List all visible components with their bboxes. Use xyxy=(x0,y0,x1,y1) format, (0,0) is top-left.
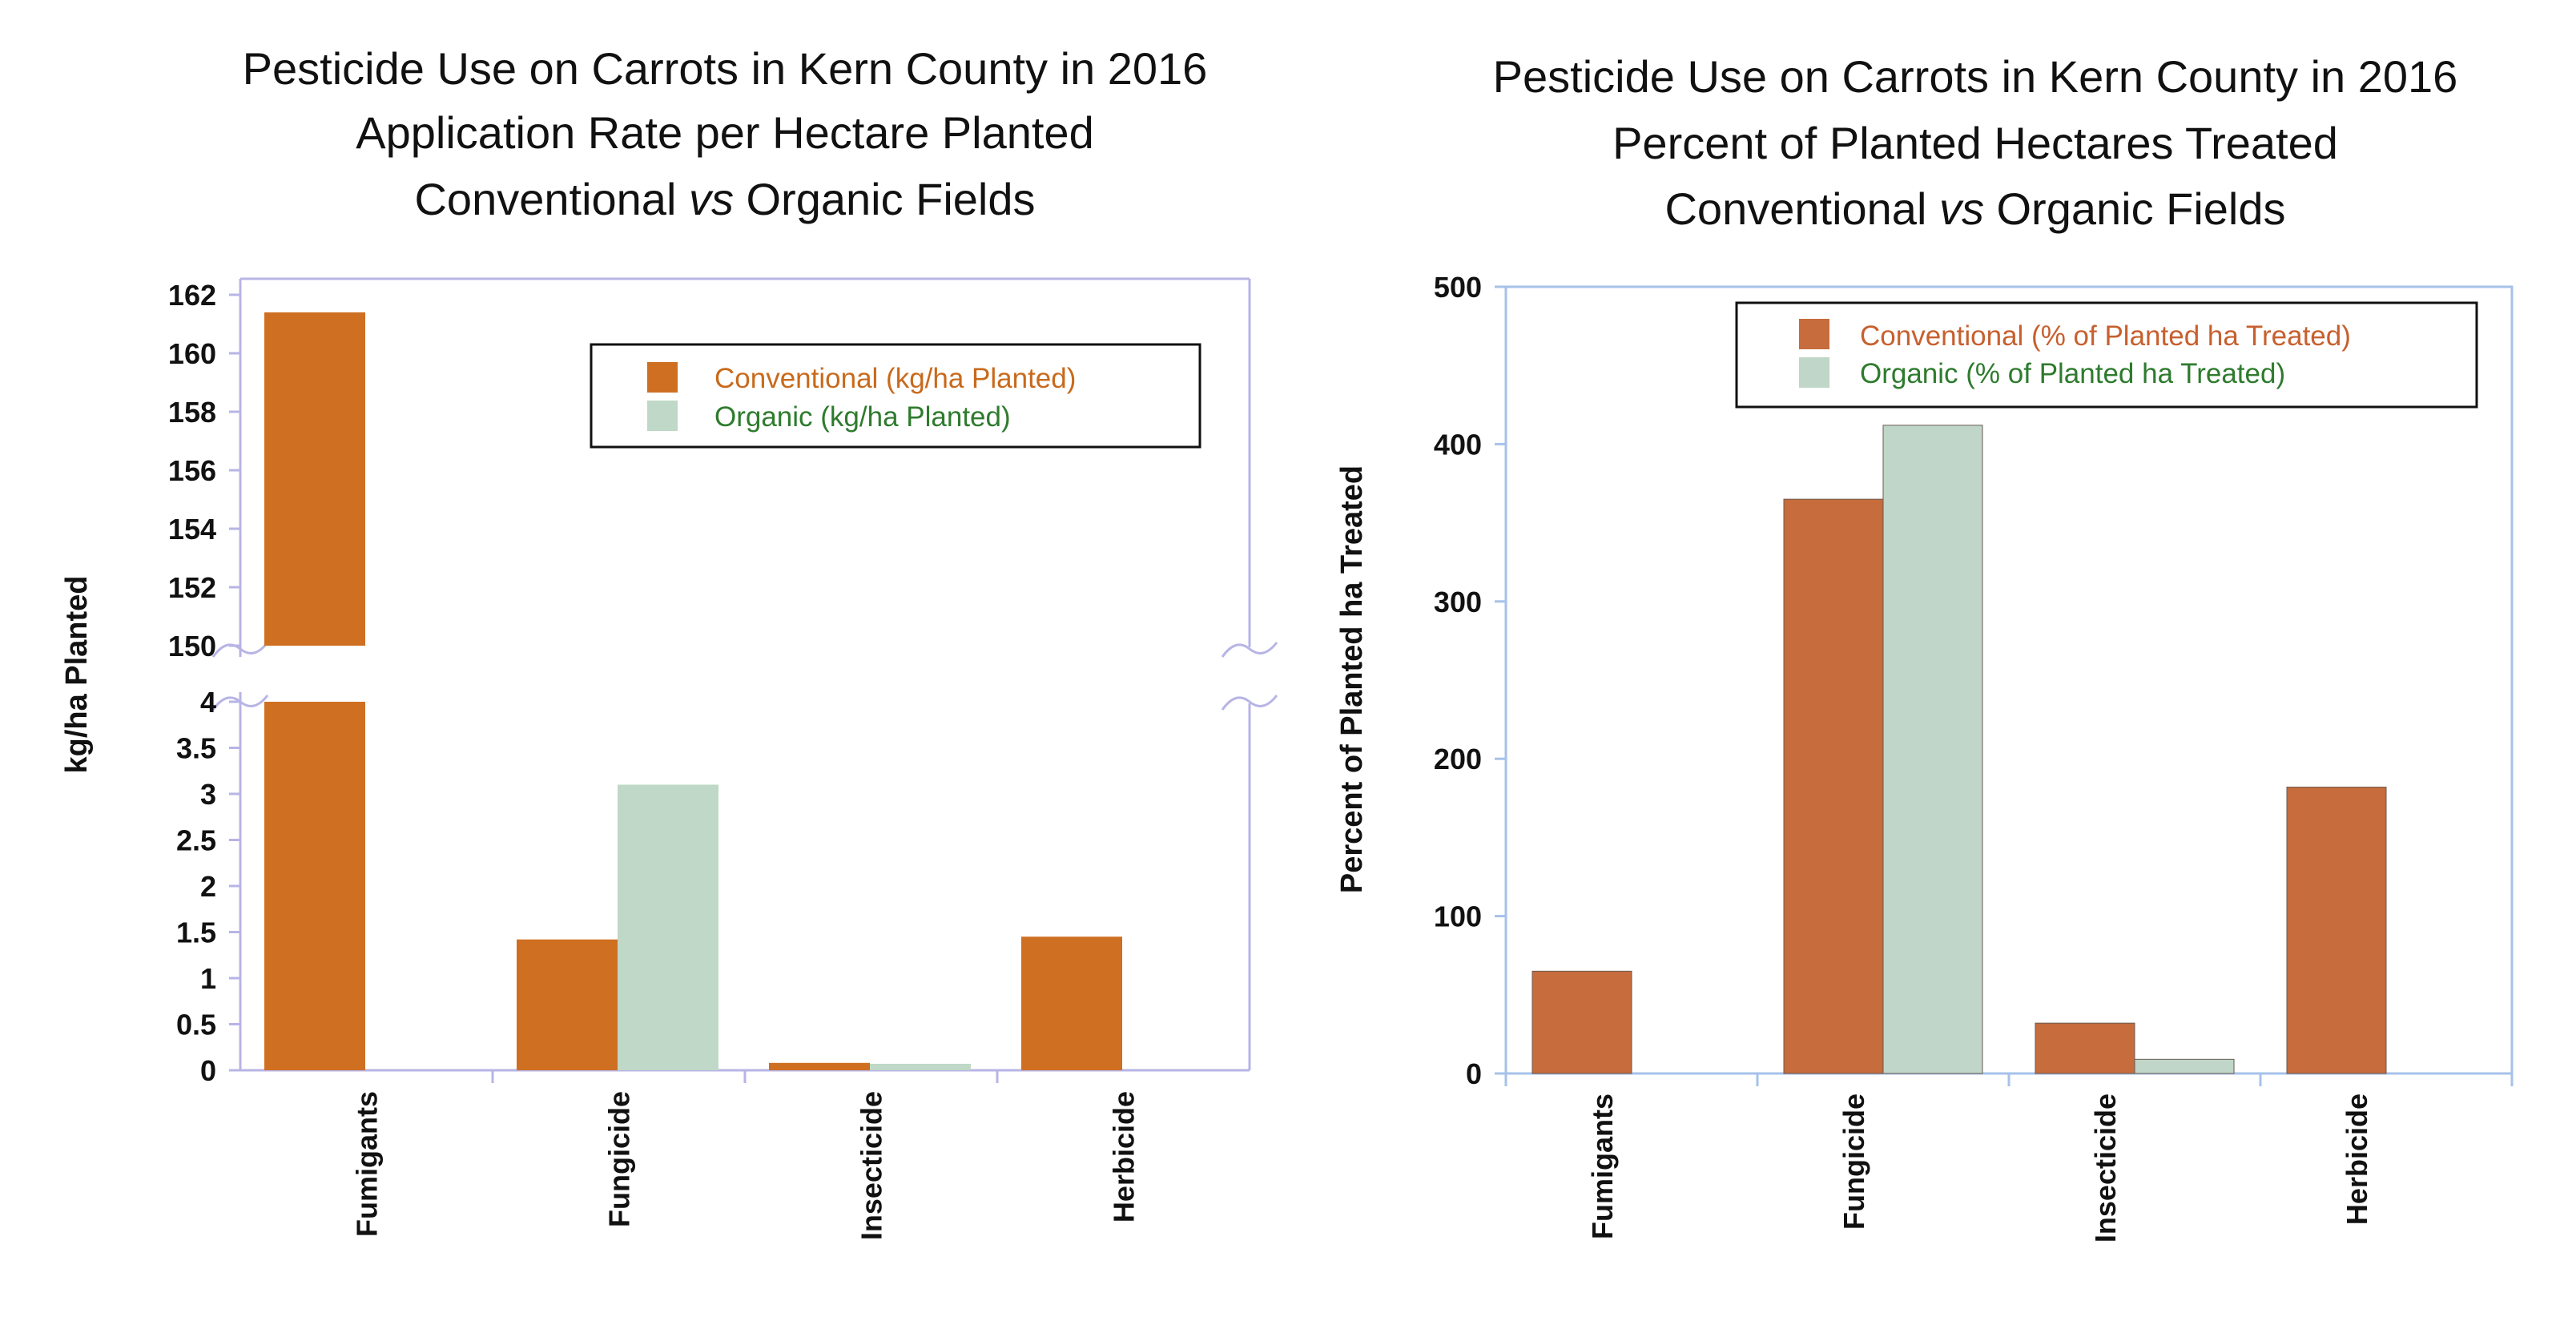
bar-conventional-fumigants-lower xyxy=(264,702,365,1070)
chart-title-line-1: Pesticide Use on Carrots in Kern County … xyxy=(243,43,1208,94)
legend-label-organic: Organic (kg/ha Planted) xyxy=(714,401,1011,433)
chart-title-line-3: Conventional vs Organic Fields xyxy=(414,174,1035,224)
y-tick-label: 300 xyxy=(1434,586,1482,618)
bar-conventional-fumigants xyxy=(1532,970,1632,1074)
bar-conventional-herbicide xyxy=(1021,936,1122,1070)
y-tick-label: 158 xyxy=(168,396,216,429)
y-tick-label: 2.5 xyxy=(176,824,216,857)
axis-break-right-upper xyxy=(1221,642,1278,658)
legend-label-organic: Organic (% of Planted ha Treated) xyxy=(1860,358,2285,389)
legend-label-conventional: Conventional (% of Planted ha Treated) xyxy=(1860,320,2351,352)
x-category-label: Fungicide xyxy=(1837,1093,1870,1230)
x-category-label: Herbicide xyxy=(1108,1091,1141,1222)
x-axis-categories: Fumigants Fungicide Insecticide Herbicide xyxy=(351,1070,1141,1240)
y-axis-ticks: 0 100 200 300 400 500 xyxy=(1434,271,1506,1090)
y-tick-label: 0 xyxy=(1466,1057,1482,1090)
bar-organic-insecticide xyxy=(870,1063,971,1070)
x-category-label: Fumigants xyxy=(1586,1093,1619,1239)
y-tick-label: 1 xyxy=(200,962,216,995)
chart-percent-treated: Pesticide Use on Carrots in Kern County … xyxy=(1335,51,2514,1242)
y-tick-label: 1.5 xyxy=(176,916,216,949)
chart-application-rate: Pesticide Use on Carrots in Kern County … xyxy=(60,43,1278,1240)
y-tick-label: 3 xyxy=(200,778,216,811)
chart-title-line-1: Pesticide Use on Carrots in Kern County … xyxy=(1493,51,2458,102)
y-tick-label: 162 xyxy=(168,279,216,312)
legend-swatch-conventional xyxy=(647,362,678,393)
chart-title-line-2: Percent of Planted Hectares Treated xyxy=(1612,118,2338,168)
bar-conventional-fumigants-upper xyxy=(264,312,365,646)
y-tick-label: 2 xyxy=(200,870,216,903)
y-tick-label: 4 xyxy=(200,686,216,719)
chart-title-line-3: Conventional vs Organic Fields xyxy=(1664,183,2285,234)
bar-organic-fungicide xyxy=(618,784,718,1070)
bar-organic-insecticide xyxy=(2134,1058,2235,1074)
y-tick-label: 500 xyxy=(1434,271,1482,304)
legend-swatch-organic xyxy=(1799,357,1829,388)
y-tick-label: 152 xyxy=(168,571,216,604)
x-category-label: Insecticide xyxy=(2089,1093,2122,1242)
legend-label-conventional: Conventional (kg/ha Planted) xyxy=(714,363,1076,394)
y-tick-label: 154 xyxy=(168,513,216,546)
x-category-label: Fumigants xyxy=(351,1091,384,1237)
y-tick-label: 100 xyxy=(1434,900,1482,933)
y-axis-label: kg/ha Planted xyxy=(60,575,94,773)
bars xyxy=(264,312,1122,1070)
bars xyxy=(1532,425,2387,1074)
y-tick-label: 0 xyxy=(200,1054,216,1087)
bar-conventional-fungicide xyxy=(1783,498,1884,1074)
bar-conventional-insecticide xyxy=(2035,1022,2135,1074)
y-tick-label: 0.5 xyxy=(176,1009,216,1041)
y-tick-label: 3.5 xyxy=(176,732,216,765)
x-axis-categories: Fumigants Fungicide Insecticide Herbicide xyxy=(1504,1073,2514,1242)
y-tick-label: 150 xyxy=(168,630,216,663)
y-axis-ticks: 150 152 154 156 158 160 162 0 0.5 1 1.5 2 2.5 3 3.5 4 xyxy=(168,279,240,1087)
bar-organic-fungicide xyxy=(1882,425,1983,1074)
x-category-label: Insecticide xyxy=(855,1091,888,1240)
legend-box xyxy=(1735,301,2478,409)
legend: Conventional (% of Planted ha Treated) O… xyxy=(1735,301,2478,409)
axis-break-right-lower xyxy=(1221,695,1278,711)
legend-box xyxy=(590,343,1201,449)
bar-conventional-fungicide xyxy=(517,939,618,1070)
y-tick-label: 400 xyxy=(1434,428,1482,461)
legend-swatch-organic xyxy=(647,401,678,431)
axis-break-left-upper xyxy=(211,642,269,658)
legend-swatch-conventional xyxy=(1799,319,1829,349)
bar-conventional-insecticide xyxy=(769,1062,870,1070)
y-tick-label: 160 xyxy=(168,337,216,370)
y-tick-label: 156 xyxy=(168,454,216,487)
x-category-label: Herbicide xyxy=(2341,1093,2373,1225)
legend: Conventional (kg/ha Planted) Organic (kg… xyxy=(590,343,1201,449)
chart-title-line-2: Application Rate per Hectare Planted xyxy=(356,107,1093,158)
y-axis-label: Percent of Planted ha Treated xyxy=(1335,465,1369,893)
y-tick-label: 200 xyxy=(1434,743,1482,775)
bar-conventional-herbicide xyxy=(2286,787,2387,1074)
x-category-label: Fungicide xyxy=(603,1091,636,1227)
